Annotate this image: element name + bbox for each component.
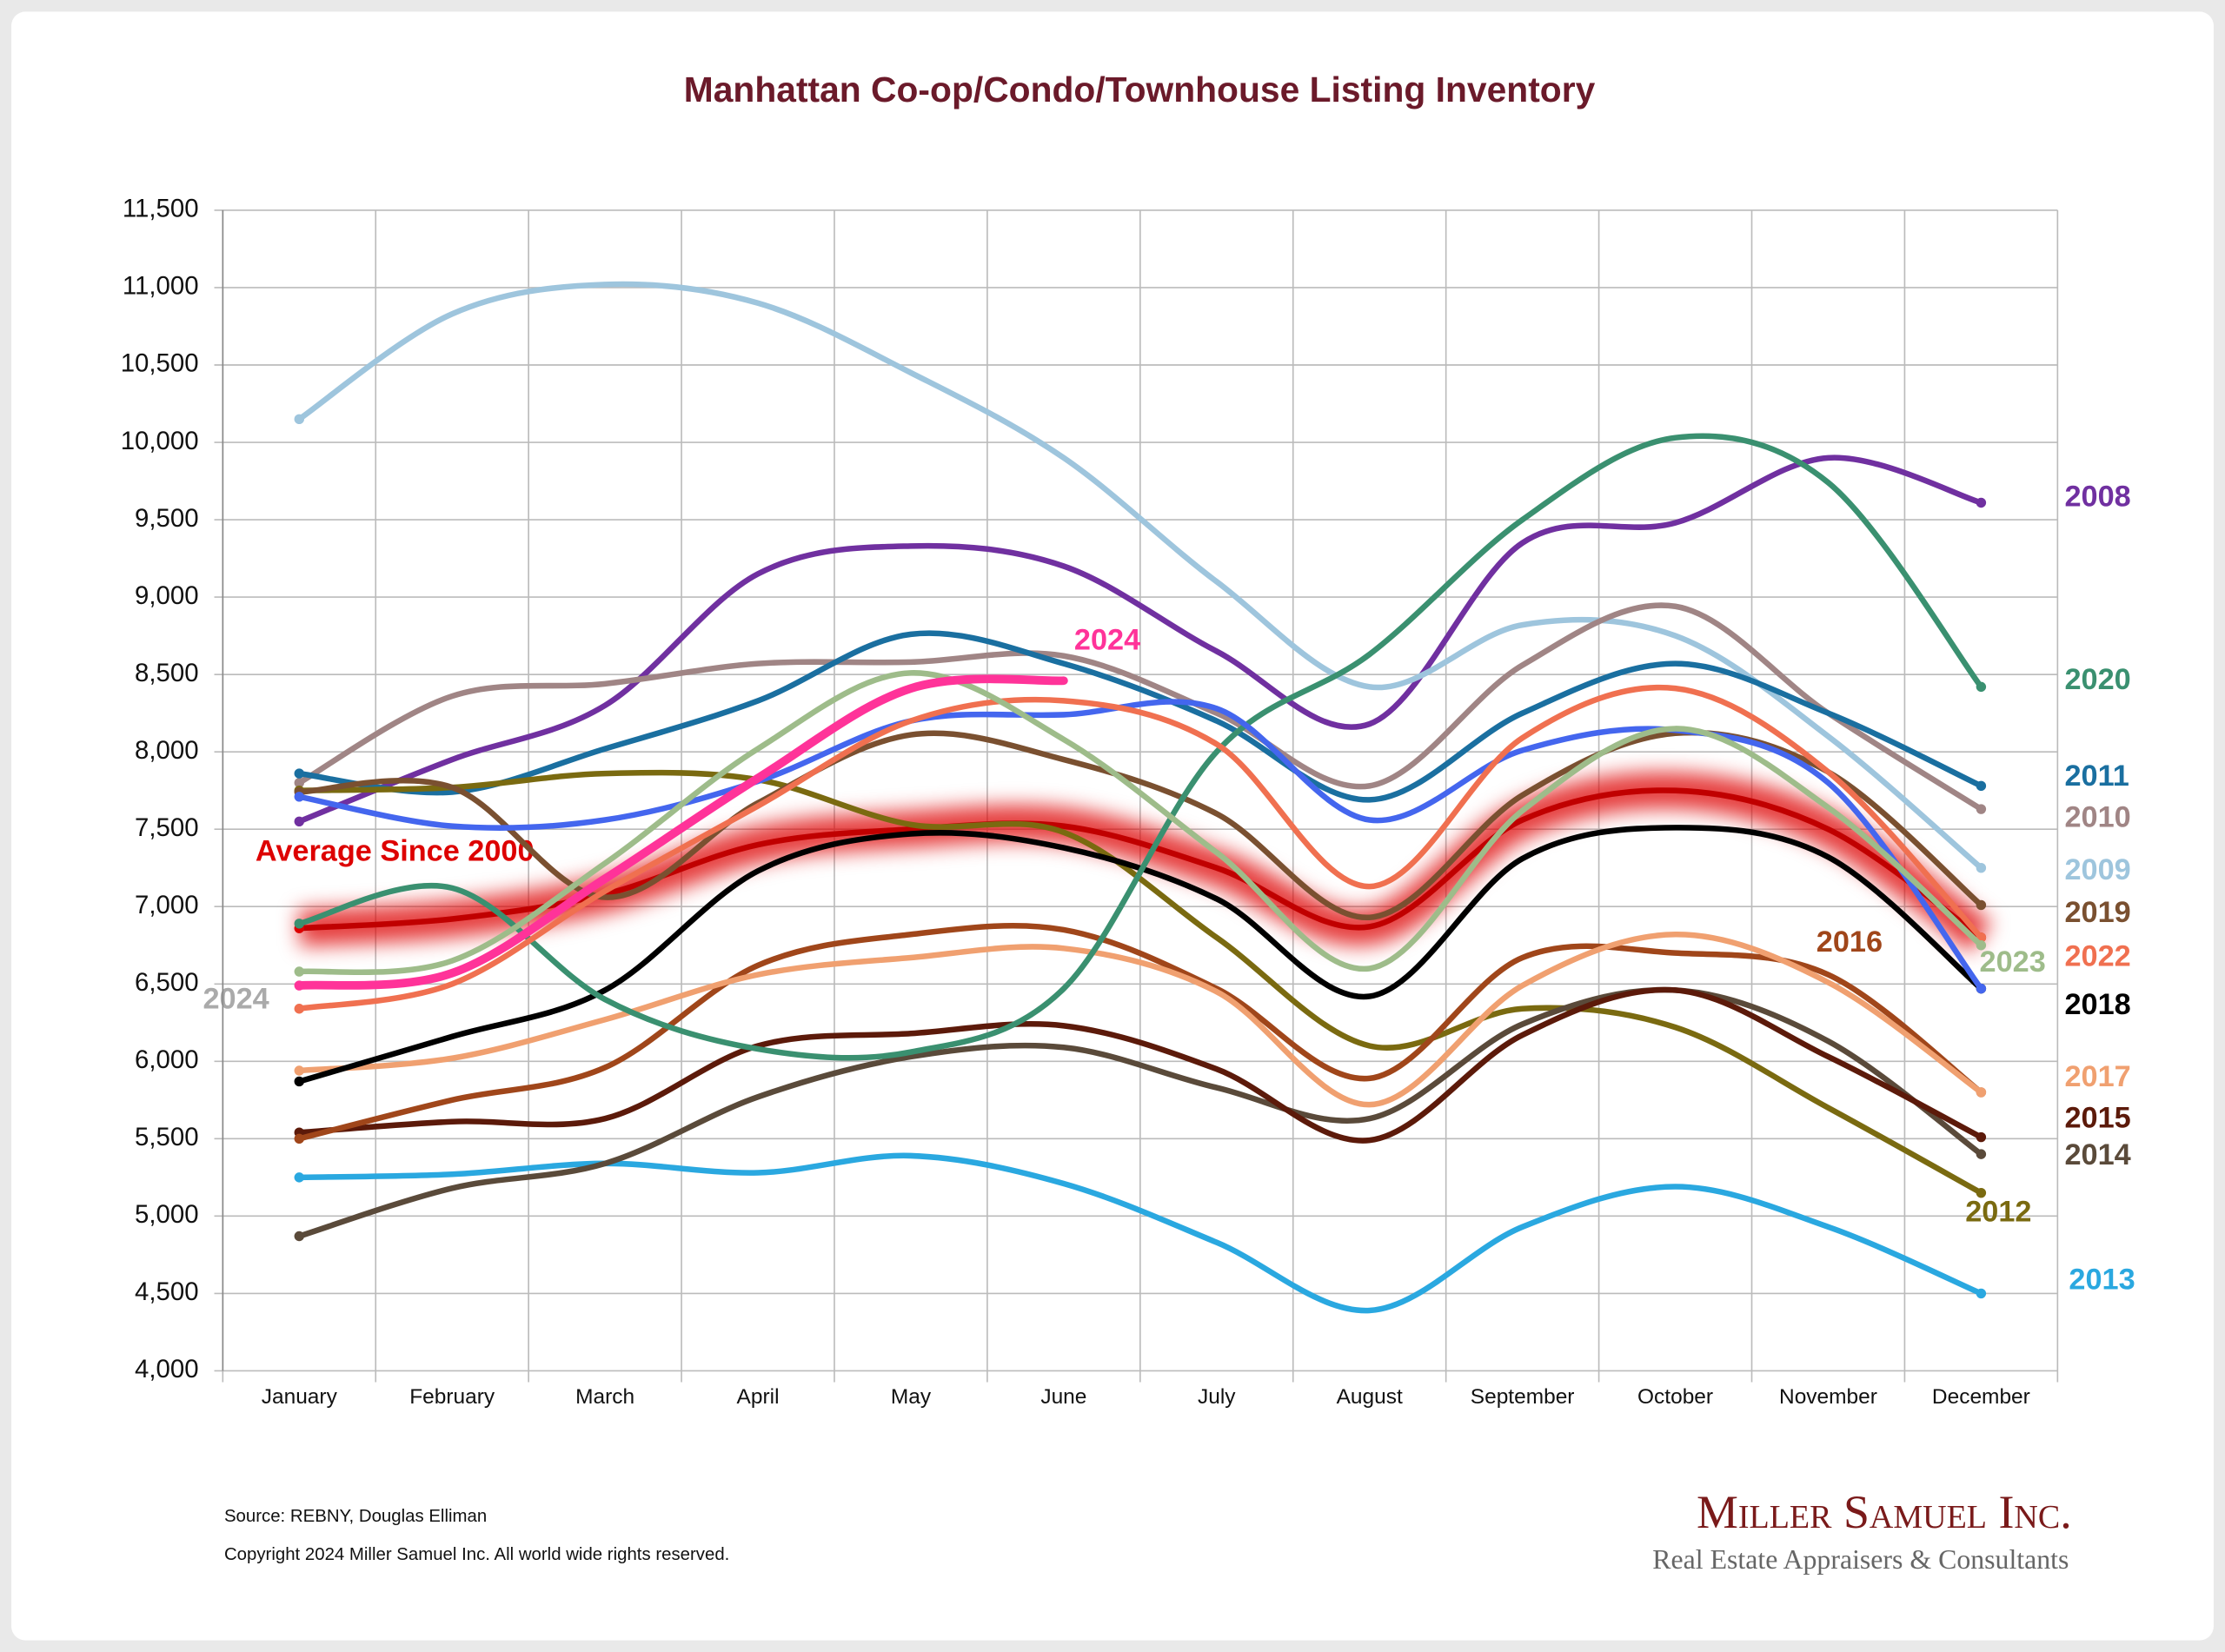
x-tick-label: August xyxy=(1337,1385,1403,1409)
end-point xyxy=(1976,940,1987,951)
end-point xyxy=(1976,804,1987,814)
logo-name: Miller Samuel Inc. xyxy=(1697,1486,2072,1538)
end-point xyxy=(294,792,304,802)
x-tick-label: October xyxy=(1637,1385,1713,1409)
series-label: 2024 xyxy=(1074,623,1140,656)
end-point xyxy=(294,1004,304,1014)
y-tick-label: 6,500 xyxy=(135,968,199,997)
end-point xyxy=(294,919,304,929)
end-point xyxy=(1976,983,1987,994)
x-tick-label: July xyxy=(1198,1385,1236,1409)
series-label: 2020 xyxy=(2065,663,2131,696)
series-line xyxy=(296,670,1984,976)
y-tick-label: 10,000 xyxy=(121,427,199,455)
end-point xyxy=(1976,1149,1987,1159)
chart-title: Manhattan Co-op/Condo/Townhouse Listing … xyxy=(684,70,1596,109)
y-tick-label: 11,500 xyxy=(123,195,199,223)
end-point xyxy=(294,816,304,827)
series-label: 2018 xyxy=(2065,988,2131,1021)
series-line xyxy=(296,454,1984,825)
x-tick-label: December xyxy=(1932,1385,2030,1409)
series-label: 2014 xyxy=(2065,1138,2131,1171)
end-point xyxy=(1976,780,1987,792)
y-tick-label: 5,500 xyxy=(135,1123,199,1151)
series-label: 2010 xyxy=(2065,800,2131,833)
end-point xyxy=(1976,863,1987,873)
series-label: 2012 xyxy=(1965,1195,2031,1228)
series-label: 2019 xyxy=(2065,896,2131,929)
end-point xyxy=(294,1065,304,1076)
x-tick-label: November xyxy=(1779,1385,1877,1409)
end-point xyxy=(1976,1131,1987,1143)
x-tick-label: September xyxy=(1471,1385,1575,1409)
end-point xyxy=(1976,1288,1987,1299)
end-point xyxy=(1976,899,1987,911)
series-label: 2009 xyxy=(2065,853,2131,886)
series-line xyxy=(296,630,1984,803)
series-line xyxy=(296,769,1984,1196)
series-line xyxy=(296,825,1984,1085)
x-tick-label: February xyxy=(409,1385,495,1409)
series-label: 2008 xyxy=(2065,480,2131,513)
end-point xyxy=(294,768,304,779)
series-label: 2022 xyxy=(2065,939,2131,972)
annotation: 2024 xyxy=(203,982,269,1015)
y-tick-label: 9,500 xyxy=(135,504,199,533)
end-point xyxy=(294,1231,304,1242)
series-line xyxy=(296,932,1984,1108)
series-label: 2011 xyxy=(2065,760,2129,793)
series-label: 2017 xyxy=(2065,1060,2131,1093)
end-point xyxy=(294,778,304,788)
y-tick-label: 9,000 xyxy=(135,581,199,610)
source: Source: REBNY, Douglas Elliman xyxy=(224,1507,487,1526)
series-label: Average Since 2000 xyxy=(256,835,535,868)
end-point xyxy=(294,414,304,425)
y-tick-label: 8,500 xyxy=(135,659,199,687)
end-point xyxy=(1976,1087,1987,1098)
series-line xyxy=(295,674,1068,990)
x-tick-label: March xyxy=(575,1385,634,1409)
series-line xyxy=(296,281,1984,871)
y-tick-label: 7,500 xyxy=(135,813,199,842)
series-line xyxy=(296,922,1984,1142)
series-label: 2015 xyxy=(2065,1102,2131,1135)
y-tick-label: 4,500 xyxy=(135,1277,199,1306)
series-line xyxy=(296,986,1984,1144)
y-tick-label: 4,000 xyxy=(135,1355,199,1383)
end-point xyxy=(1976,1187,1987,1198)
y-tick-label: 8,000 xyxy=(135,736,199,765)
x-tick-label: April xyxy=(737,1385,780,1409)
end-point xyxy=(294,1133,304,1144)
x-tick-label: January xyxy=(262,1385,338,1409)
y-tick-label: 7,000 xyxy=(135,891,199,919)
y-tick-label: 5,000 xyxy=(135,1200,199,1229)
series-label: 2013 xyxy=(2069,1264,2135,1297)
series-line xyxy=(296,1152,1984,1314)
x-tick-label: June xyxy=(1040,1385,1086,1409)
y-tick-label: 6,000 xyxy=(135,1045,199,1074)
series-line xyxy=(296,433,1984,1061)
series-line xyxy=(296,699,1984,992)
end-point xyxy=(294,1172,304,1183)
x-tick-label: May xyxy=(891,1385,932,1409)
series-label: 2023 xyxy=(1980,945,2046,979)
y-tick-label: 10,500 xyxy=(121,349,199,378)
logo-tagline: Real Estate Appraisers & Consultants xyxy=(1652,1544,2069,1575)
end-point xyxy=(1976,497,1987,508)
y-tick-label: 11,000 xyxy=(123,272,199,301)
end-point xyxy=(294,1076,304,1087)
end-point xyxy=(1976,681,1987,693)
copyright: Copyright 2024 Miller Samuel Inc. All wo… xyxy=(224,1545,729,1564)
series-line xyxy=(296,684,1984,1012)
end-point xyxy=(294,966,304,977)
series-line xyxy=(296,602,1984,813)
series-label: 2016 xyxy=(1817,926,1883,959)
end-point xyxy=(294,980,304,991)
